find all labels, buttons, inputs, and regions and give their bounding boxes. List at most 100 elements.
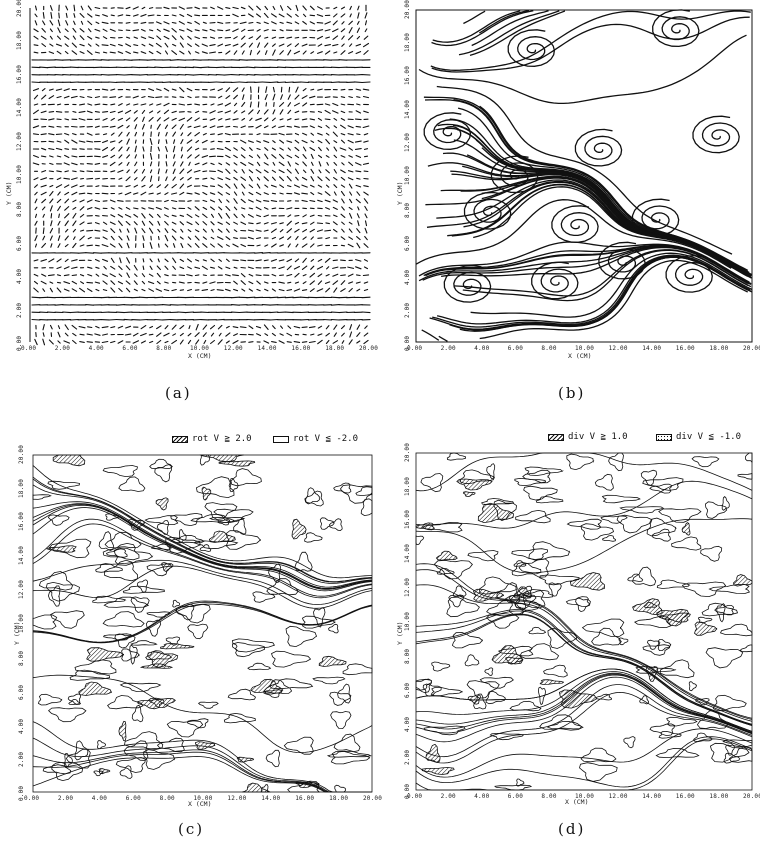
contour bbox=[32, 494, 52, 500]
x-tick-label: 4.00 bbox=[91, 795, 108, 802]
contour bbox=[481, 498, 515, 506]
contour bbox=[436, 567, 455, 575]
contour bbox=[459, 469, 495, 485]
contour bbox=[337, 683, 351, 704]
x-axis-label: X (CM) bbox=[188, 352, 212, 360]
contour bbox=[640, 469, 658, 486]
contour bbox=[102, 465, 138, 478]
legend-div-negative: div V ≦ -1.0 bbox=[656, 432, 741, 442]
y-tick-label: 14.00 bbox=[404, 99, 411, 119]
contour bbox=[334, 784, 346, 793]
y-tick-label: 14.00 bbox=[16, 98, 23, 118]
x-tick-label: 2.00 bbox=[57, 795, 74, 802]
x-tick-label: 6.00 bbox=[507, 793, 524, 800]
y-tick-label: 20.00 bbox=[404, 442, 411, 462]
panel-caption: (c) bbox=[178, 820, 205, 838]
contour bbox=[47, 707, 87, 723]
contour bbox=[32, 476, 373, 582]
y-tick-label: 12.00 bbox=[404, 577, 411, 597]
contour bbox=[415, 671, 753, 733]
y-tick-label: 10.00 bbox=[404, 611, 411, 631]
contour bbox=[313, 607, 326, 628]
contour bbox=[32, 751, 372, 793]
contour bbox=[744, 452, 753, 463]
x-tick-label: 18.00 bbox=[325, 345, 345, 352]
contour bbox=[518, 585, 533, 598]
contour bbox=[45, 581, 80, 602]
legend-rot-negative: rot V ≦ -2.0 bbox=[273, 434, 358, 444]
contour bbox=[708, 584, 751, 594]
hatched-region bbox=[569, 572, 606, 591]
contour bbox=[37, 693, 63, 706]
contour bbox=[415, 672, 753, 734]
contour bbox=[415, 452, 753, 492]
contour bbox=[355, 486, 373, 497]
contour bbox=[421, 521, 463, 533]
x-tick-label: 10.00 bbox=[193, 795, 213, 802]
contour bbox=[642, 477, 684, 491]
y-tick-label: 2.00 bbox=[18, 752, 25, 768]
contour bbox=[523, 589, 554, 598]
x-tick-label: 14.00 bbox=[642, 793, 662, 800]
contour bbox=[265, 749, 281, 768]
contour bbox=[566, 453, 595, 471]
hatched-region bbox=[199, 454, 244, 463]
x-axis-label: X (CM) bbox=[568, 352, 592, 360]
contour bbox=[415, 563, 753, 719]
contour bbox=[656, 579, 691, 589]
contour bbox=[415, 609, 753, 725]
legend-label: rot V ≦ -2.0 bbox=[293, 434, 359, 444]
contour bbox=[515, 593, 527, 610]
contour bbox=[104, 559, 138, 582]
contour bbox=[646, 639, 661, 650]
contour bbox=[328, 518, 343, 532]
contour bbox=[32, 507, 373, 592]
contour bbox=[608, 452, 624, 472]
y-tick-label: 16.00 bbox=[16, 64, 23, 84]
contour bbox=[537, 686, 546, 706]
eddy bbox=[490, 155, 539, 194]
contour bbox=[229, 477, 239, 493]
y-tick-label: 16.00 bbox=[404, 66, 411, 86]
y-tick-label: 10.00 bbox=[18, 613, 25, 633]
contour bbox=[422, 683, 442, 697]
contour bbox=[105, 513, 119, 521]
y-tick-label: 6.00 bbox=[18, 684, 25, 700]
contour bbox=[522, 469, 551, 484]
y-tick-label: 6.00 bbox=[404, 236, 411, 252]
contour bbox=[269, 678, 314, 690]
contour bbox=[199, 454, 211, 466]
contour bbox=[304, 490, 324, 507]
contour bbox=[199, 544, 212, 552]
contour bbox=[102, 611, 145, 628]
contour bbox=[115, 757, 146, 773]
contour bbox=[594, 473, 614, 491]
contour bbox=[509, 700, 542, 712]
y-tick-label: 18.00 bbox=[404, 33, 411, 53]
contour bbox=[602, 535, 617, 542]
contour bbox=[154, 464, 173, 483]
contour bbox=[287, 780, 321, 793]
eddy bbox=[531, 261, 579, 300]
hatched-region bbox=[421, 767, 455, 775]
x-tick-label: 12.00 bbox=[608, 345, 628, 352]
contour bbox=[247, 662, 272, 671]
contour bbox=[301, 615, 336, 629]
contour bbox=[98, 531, 114, 552]
panel-b: Y (CM) X (CM) 0.00 2.00 4.00 6.00 8.00 10.00 1… bbox=[380, 0, 760, 410]
eddy bbox=[652, 9, 700, 48]
contour bbox=[513, 560, 527, 567]
contour bbox=[737, 472, 753, 480]
contour bbox=[137, 579, 148, 593]
divergence-contour-plot bbox=[415, 452, 753, 791]
contour bbox=[524, 466, 564, 476]
contour bbox=[627, 573, 644, 582]
contour bbox=[124, 731, 164, 751]
hatched-region bbox=[241, 782, 271, 793]
hatched-region bbox=[477, 502, 514, 524]
contour bbox=[415, 678, 432, 691]
contour bbox=[430, 687, 463, 697]
contour bbox=[143, 749, 176, 770]
hatched-region bbox=[78, 681, 113, 696]
contour bbox=[170, 512, 203, 527]
